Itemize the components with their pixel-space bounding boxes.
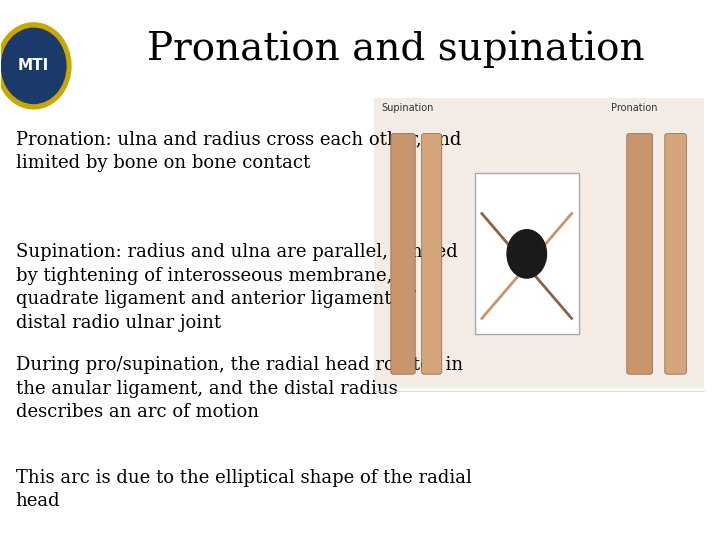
- FancyBboxPatch shape: [422, 133, 442, 374]
- Ellipse shape: [507, 230, 546, 278]
- FancyBboxPatch shape: [374, 98, 704, 388]
- FancyBboxPatch shape: [474, 173, 579, 334]
- Text: Supination: Supination: [382, 104, 434, 113]
- Text: Pronation: ulna and radius cross each other, and
limited by bone on bone contact: Pronation: ulna and radius cross each ot…: [16, 130, 461, 172]
- Text: Supination: radius and ulna are parallel, limited
by tightening of interosseous : Supination: radius and ulna are parallel…: [16, 243, 457, 332]
- Ellipse shape: [1, 28, 66, 104]
- FancyBboxPatch shape: [665, 133, 686, 374]
- FancyBboxPatch shape: [627, 133, 652, 374]
- FancyBboxPatch shape: [391, 133, 415, 374]
- Text: During pro/supination, the radial head rotates in
the anular ligament, and the d: During pro/supination, the radial head r…: [16, 356, 463, 421]
- Ellipse shape: [0, 23, 71, 109]
- Text: This arc is due to the elliptical shape of the radial
head: This arc is due to the elliptical shape …: [16, 469, 472, 510]
- Text: Pronation and supination: Pronation and supination: [147, 31, 644, 69]
- Text: Pronation: Pronation: [611, 104, 657, 113]
- Text: MTI: MTI: [18, 58, 49, 73]
